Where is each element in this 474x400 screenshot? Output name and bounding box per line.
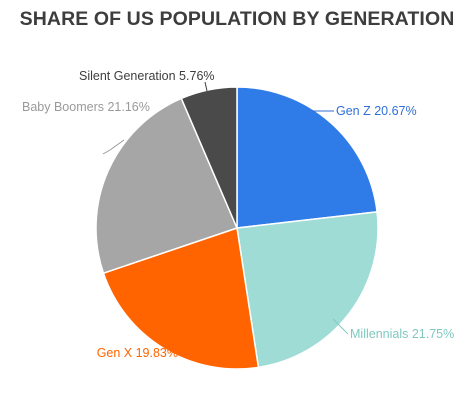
pie-slices — [95, 86, 379, 370]
slice-label-silent-generation: Silent Generation 5.76% — [79, 69, 215, 83]
leader-line-millennials — [332, 318, 349, 335]
slice-labels: Gen Z 20.67% Millennials 21.75% Gen X 19.8… — [22, 69, 454, 360]
pie-slice-gen-z — [236, 86, 378, 229]
leader-line-baby-boomers — [102, 139, 125, 155]
label-leader-lines — [102, 81, 349, 352]
pie-slice-gen-x — [102, 227, 260, 370]
pie-slice-silent-generation — [180, 86, 238, 229]
pie-slice-baby-boomers — [95, 97, 238, 274]
pie-slice-millennials — [236, 211, 379, 369]
slice-label-gen-z: Gen Z 20.67% — [336, 104, 417, 118]
chart-title: SHARE OF US POPULATION BY GENERATION — [19, 8, 455, 30]
slice-label-millennials: Millennials 21.75% — [350, 327, 454, 341]
leader-line-gen-x — [169, 337, 179, 352]
slice-label-baby-boomers: Baby Boomers 21.16% — [22, 100, 150, 114]
leader-line-silent-generation — [204, 81, 208, 92]
slice-label-gen-x: Gen X 19.83% — [97, 346, 178, 360]
